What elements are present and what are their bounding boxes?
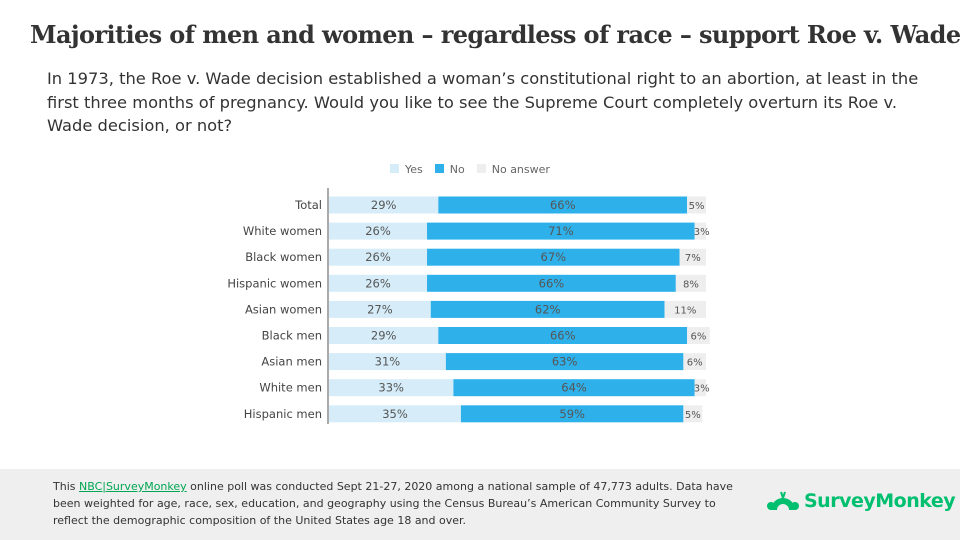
bar-no: [445, 353, 684, 371]
bar-no: [460, 405, 684, 423]
bar-no: [438, 196, 688, 214]
data-label: 8%: [683, 279, 699, 290]
legend-item: No: [434, 163, 465, 176]
data-label: 71%: [548, 224, 574, 238]
bar-yes: [329, 196, 439, 214]
bar-no-answer: [687, 196, 706, 214]
methodology-note: This NBC|SurveyMonkey online poll was co…: [53, 478, 753, 529]
data-label: 6%: [687, 358, 703, 369]
survey-question: In 1973, the Roe v. Wade decision establ…: [47, 69, 919, 135]
data-label: 3%: [694, 384, 710, 395]
bar-no-answer: [687, 327, 710, 344]
category-label: White women: [243, 224, 322, 238]
bar-no: [430, 300, 665, 318]
bar-yes: [329, 300, 431, 318]
data-label: 26%: [365, 250, 391, 264]
legend-swatch: [390, 164, 399, 173]
bar-no-answer: [694, 379, 706, 397]
footer: This NBC|SurveyMonkey online poll was co…: [0, 469, 960, 540]
data-label: 31%: [375, 355, 401, 369]
surveymonkey-logo: SurveyMonkey: [767, 490, 956, 512]
data-label: 29%: [371, 329, 397, 343]
monkey-icon: [767, 491, 799, 510]
bar-no-answer: [694, 222, 706, 240]
bar-yes: [329, 222, 428, 240]
category-label: Black women: [245, 250, 322, 264]
bar-yes: [329, 327, 439, 344]
bar-no: [427, 222, 695, 240]
bar-yes: [329, 405, 461, 423]
legend: Yes No No answer: [390, 163, 550, 176]
stacked-bar-chart: Total 29% 66% 5% White women 26% 71% 3% Black wo…: [227, 188, 710, 424]
category-label: Total: [294, 198, 322, 212]
data-label: 29%: [371, 198, 397, 212]
category-label: Asian men: [261, 355, 322, 369]
legend-swatch: [434, 164, 444, 173]
data-label: 5%: [689, 201, 705, 212]
bar-yes: [329, 248, 428, 266]
logo-text: SurveyMonkey: [804, 490, 956, 512]
data-label: 26%: [365, 276, 391, 290]
category-label: Black men: [262, 329, 322, 343]
data-label: 27%: [367, 302, 393, 316]
data-label: 35%: [382, 407, 408, 421]
legend-item: Yes: [390, 163, 423, 176]
bar-no-answer: [664, 300, 706, 318]
bar-no-answer: [675, 274, 706, 292]
bar-no: [453, 379, 695, 397]
page-title: Majorities of men and women – regardless…: [30, 20, 960, 49]
bar-no-answer: [679, 248, 706, 266]
data-label: 6%: [691, 332, 707, 343]
legend-swatch: [476, 164, 486, 173]
legend-label: No: [449, 163, 465, 176]
data-label: 5%: [685, 410, 701, 421]
bar-yes: [329, 353, 446, 371]
data-label: 33%: [378, 381, 404, 395]
data-label: 7%: [685, 253, 701, 264]
category-label: Hispanic men: [244, 407, 322, 421]
data-label: 62%: [535, 302, 561, 316]
data-label: 3%: [694, 227, 710, 238]
legend-item: No answer: [476, 163, 550, 176]
bar-no-answer: [683, 405, 703, 423]
bar-no-answer: [683, 353, 706, 371]
note-text: online poll was conducted Sept 21-27, 20…: [53, 480, 733, 527]
data-label: 63%: [552, 355, 578, 369]
data-label: 64%: [561, 381, 587, 395]
legend-label: No answer: [491, 163, 550, 176]
bar-no: [438, 327, 688, 344]
data-label: 66%: [539, 276, 565, 290]
category-label: White men: [259, 381, 322, 395]
data-label: 11%: [674, 305, 696, 316]
data-label: 67%: [541, 250, 567, 264]
category-label: Hispanic women: [227, 276, 322, 290]
note-text: This: [53, 480, 79, 493]
category-label: Asian women: [245, 302, 322, 316]
data-label: 66%: [550, 329, 576, 343]
legend-label: Yes: [405, 163, 423, 176]
bar-yes: [329, 379, 454, 397]
bar-no: [427, 274, 676, 292]
data-label: 26%: [365, 224, 391, 238]
nbc-surveymonkey-link[interactable]: NBC|SurveyMonkey: [78, 480, 187, 493]
data-label: 66%: [550, 198, 576, 212]
data-label: 59%: [559, 407, 585, 421]
bar-yes: [329, 274, 428, 292]
bar-no: [427, 248, 680, 266]
